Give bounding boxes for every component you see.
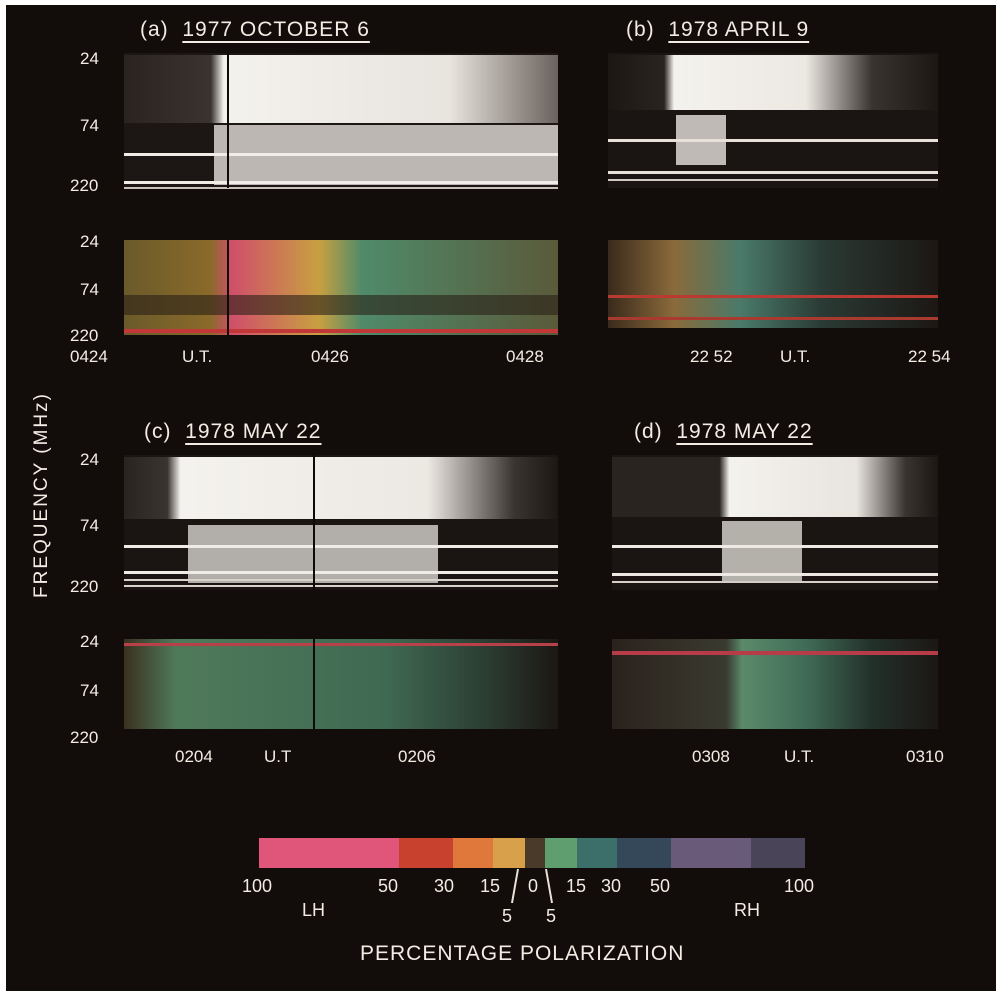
panel-d-title: (d) 1978 MAY 22 bbox=[634, 421, 813, 442]
panel-a-ytick: 220 bbox=[70, 326, 99, 345]
panel-a-ytick: 24 bbox=[80, 232, 99, 251]
panel-c-title: (c) 1978 MAY 22 bbox=[144, 421, 322, 442]
legend-tick: 30 bbox=[601, 876, 622, 896]
figure: FREQUENCY (MHz) (a) 1977 OCTOBER 6 bbox=[6, 5, 996, 991]
color-swatch bbox=[259, 838, 399, 868]
panel-c-ytick: 24 bbox=[80, 450, 99, 469]
panel-a-ytick: 74 bbox=[80, 116, 99, 135]
legend-lower-tick: 5 bbox=[502, 906, 513, 926]
legend-tick: 50 bbox=[650, 876, 671, 896]
panel-c-ytick: 220 bbox=[70, 728, 99, 747]
panel-b-xtick: U.T. bbox=[780, 347, 811, 366]
color-swatch bbox=[545, 838, 577, 868]
legend-lh-label: LH bbox=[302, 900, 326, 920]
panel-d-xtick: U.T. bbox=[784, 747, 815, 766]
panel-b-xtick: 22 54 bbox=[908, 347, 951, 366]
panel-a-xtick: U.T. bbox=[182, 347, 213, 366]
panel-a-date: 1977 OCTOBER 6 bbox=[182, 18, 370, 41]
color-swatch bbox=[671, 838, 751, 868]
panel-a-ytick: 74 bbox=[80, 280, 99, 299]
color-swatch bbox=[751, 838, 805, 868]
legend-tick: 15 bbox=[566, 876, 587, 896]
panel-c-ytick: 220 bbox=[70, 577, 99, 596]
panel-b-polarization-plot bbox=[608, 240, 938, 328]
panel-c-xtick: U.T bbox=[264, 747, 292, 766]
panel-c-polarization-plot bbox=[124, 639, 558, 729]
legend-tick: 50 bbox=[378, 876, 399, 896]
y-axis-label: FREQUENCY (MHz) bbox=[31, 392, 52, 598]
panel-a-xtick: 0428 bbox=[506, 347, 544, 366]
color-swatch bbox=[577, 838, 617, 868]
panel-a-polarization-plot bbox=[124, 240, 558, 335]
panel-d-spectrograms bbox=[612, 455, 938, 729]
panel-c-xtick: 0206 bbox=[398, 747, 436, 766]
panel-a-label: (a) bbox=[140, 18, 169, 41]
legend-tick: 15 bbox=[480, 876, 501, 896]
panel-d-xtick: 0308 bbox=[692, 747, 730, 766]
panel-d-date: 1978 MAY 22 bbox=[676, 420, 813, 443]
legend-tick: 100 bbox=[242, 876, 273, 896]
panel-d-label: (d) bbox=[634, 420, 663, 443]
legend-tick: 100 bbox=[784, 876, 815, 896]
panel-d-xtick: 0310 bbox=[906, 747, 944, 766]
legend-leader-lines bbox=[511, 868, 553, 904]
panel-a-ytick: 220 bbox=[70, 176, 99, 195]
panel-c-spectrograms bbox=[124, 455, 558, 729]
panel-a-xtick: 0424 bbox=[70, 347, 108, 366]
panel-a-xtick: 0426 bbox=[311, 347, 349, 366]
panel-c-label: (c) bbox=[144, 420, 172, 443]
polarization-color-scale bbox=[259, 838, 805, 868]
panel-a-ytick: 24 bbox=[80, 49, 99, 68]
legend-tick: 30 bbox=[434, 876, 455, 896]
color-swatch bbox=[525, 838, 545, 868]
panel-c-ytick: 74 bbox=[80, 681, 99, 700]
color-swatch bbox=[399, 838, 453, 868]
panel-b-xtick: 22 52 bbox=[690, 347, 733, 366]
panel-c-ytick: 24 bbox=[80, 632, 99, 651]
legend-lower-tick: 5 bbox=[546, 906, 557, 926]
legend-tick: 0 bbox=[528, 876, 539, 896]
color-swatch bbox=[493, 838, 525, 868]
color-swatch bbox=[453, 838, 493, 868]
panel-a-spectrograms bbox=[124, 53, 558, 335]
panel-c-ytick: 74 bbox=[80, 516, 99, 535]
panel-b-title: (b) 1978 APRIL 9 bbox=[626, 19, 809, 40]
panel-b-label: (b) bbox=[626, 18, 655, 41]
panel-a-title: (a) 1977 OCTOBER 6 bbox=[140, 19, 370, 40]
legend-title: PERCENTAGE POLARIZATION bbox=[360, 942, 685, 965]
color-swatch bbox=[617, 838, 671, 868]
panel-b-spectrograms bbox=[608, 53, 938, 328]
panel-b-date: 1978 APRIL 9 bbox=[668, 18, 810, 41]
panel-c-date: 1978 MAY 22 bbox=[185, 420, 322, 443]
panel-c-xtick: 0204 bbox=[175, 747, 213, 766]
legend-rh-label: RH bbox=[734, 900, 760, 920]
